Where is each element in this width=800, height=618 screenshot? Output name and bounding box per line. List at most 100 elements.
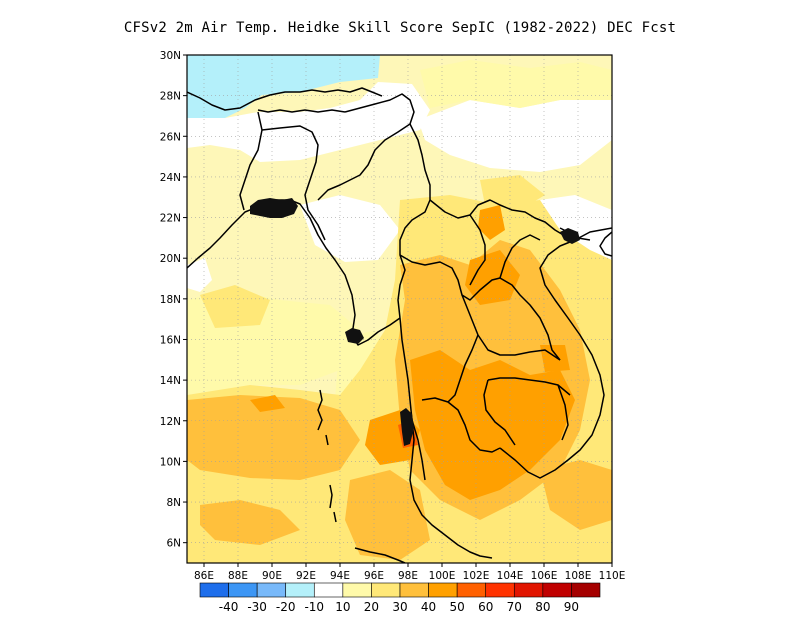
colorbar-swatch bbox=[456, 582, 487, 598]
negative-skill-region bbox=[187, 55, 380, 122]
skill-50-region bbox=[540, 345, 570, 372]
colorbar-swatch bbox=[485, 582, 515, 598]
colorbar-label: -10 bbox=[304, 600, 324, 614]
latitude-tick-label: 10N bbox=[160, 456, 181, 468]
latitude-tick-label: 26N bbox=[160, 131, 181, 143]
longitude-tick-label: 106E bbox=[531, 570, 558, 582]
longitude-tick-label: 110E bbox=[599, 570, 626, 582]
colorbar-label: 50 bbox=[450, 600, 465, 614]
latitude-tick-label: 18N bbox=[160, 294, 181, 306]
map-title: CFSv2 2m Air Temp. Heidke Skill Score Se… bbox=[123, 20, 677, 36]
border bbox=[397, 123, 431, 319]
colorbar-swatch bbox=[228, 582, 258, 598]
coastlines-borders bbox=[187, 87, 612, 563]
border bbox=[257, 109, 346, 113]
colorbar: -40 -30 -20 -10 10 20 30 40 50 60 70 80 90 bbox=[199, 582, 601, 614]
colorbar-swatch bbox=[542, 582, 572, 598]
skill-30-region bbox=[480, 175, 545, 210]
map-plot-area bbox=[187, 55, 612, 563]
skill-40-region bbox=[200, 500, 300, 545]
border bbox=[411, 419, 426, 481]
border bbox=[461, 294, 561, 361]
colorbar-swatch bbox=[313, 582, 344, 598]
colorbar-label: 10 bbox=[335, 600, 350, 614]
latitude-tick-label: 6N bbox=[166, 538, 181, 550]
border bbox=[429, 199, 576, 241]
latitude-tick-label: 22N bbox=[160, 213, 181, 225]
irrawaddy-delta bbox=[345, 328, 364, 344]
colorbar-swatch bbox=[513, 582, 544, 598]
latitude-tick-label: 24N bbox=[160, 172, 181, 184]
island bbox=[599, 231, 612, 257]
latitude-tick-label: 28N bbox=[160, 91, 181, 103]
latitude-tick-label: 8N bbox=[166, 497, 181, 509]
coastline bbox=[499, 227, 612, 479]
colorbar-label: 60 bbox=[478, 600, 493, 614]
longitude-tick-label: 88E bbox=[228, 570, 248, 582]
longitude-tick-label: 94E bbox=[330, 570, 350, 582]
coastline bbox=[187, 199, 401, 346]
border bbox=[499, 234, 541, 279]
colorbar-label: -30 bbox=[247, 600, 267, 614]
island bbox=[317, 389, 323, 431]
latitude-tick-label: 30N bbox=[160, 50, 181, 62]
coastline bbox=[399, 317, 493, 559]
latitude-tick-label: 20N bbox=[160, 253, 181, 265]
near-zero-region bbox=[187, 82, 430, 162]
colorbar-swatch bbox=[399, 582, 429, 598]
map-frame bbox=[186, 54, 613, 564]
longitude-tick-label: 96E bbox=[364, 570, 384, 582]
colorbar-swatch bbox=[342, 582, 372, 598]
colorbar-swatch bbox=[285, 582, 315, 598]
colorbar-label: 70 bbox=[507, 600, 522, 614]
longitude-tick-label: 104E bbox=[497, 570, 524, 582]
latitude-tick-label: 12N bbox=[160, 416, 181, 428]
delta-features bbox=[250, 198, 580, 446]
latitude-axis: 6N 8N 10N 12N 14N 16N 18N 20N 22N 24N 26N 28N 30N bbox=[160, 50, 187, 550]
border bbox=[557, 384, 569, 441]
colorbar-swatch bbox=[428, 582, 458, 598]
skill-30-region bbox=[200, 285, 270, 328]
latitude-tick-label: 14N bbox=[160, 375, 181, 387]
longitude-tick-label: 108E bbox=[565, 570, 592, 582]
border bbox=[399, 254, 561, 361]
colorbar-label: -20 bbox=[276, 600, 296, 614]
longitude-tick-label: 102E bbox=[463, 570, 490, 582]
colorbar-label: 20 bbox=[364, 600, 379, 614]
island bbox=[333, 511, 337, 523]
colorbar-swatch bbox=[256, 582, 287, 598]
border bbox=[317, 93, 415, 201]
ganges-delta bbox=[250, 198, 298, 218]
colorbar-label: 90 bbox=[564, 600, 579, 614]
skill-50-region bbox=[410, 350, 575, 500]
longitude-tick-label: 98E bbox=[398, 570, 418, 582]
colorbar-label: 80 bbox=[535, 600, 550, 614]
island bbox=[329, 484, 333, 509]
coastline bbox=[421, 397, 501, 453]
near-zero-region bbox=[187, 258, 212, 292]
longitude-axis: 86E 88E 90E 92E 94E 96E 98E 100E 102E 104E 106E 108… bbox=[194, 563, 625, 582]
island bbox=[325, 434, 329, 446]
colorbar-label: 40 bbox=[421, 600, 436, 614]
longitude-tick-label: 100E bbox=[429, 570, 456, 582]
longitude-tick-label: 86E bbox=[194, 570, 214, 582]
border bbox=[261, 125, 326, 241]
border bbox=[483, 379, 516, 446]
mergui-archipelago bbox=[400, 408, 414, 446]
skill-40-region bbox=[345, 470, 430, 560]
longitude-tick-label: 90E bbox=[262, 570, 282, 582]
skill-50-region bbox=[250, 395, 285, 412]
longitude-tick-label: 92E bbox=[296, 570, 316, 582]
colorbar-swatch bbox=[571, 582, 601, 598]
colorbar-swatch bbox=[199, 582, 229, 598]
border bbox=[469, 214, 486, 286]
skill-score-shading bbox=[187, 55, 612, 563]
border bbox=[187, 87, 383, 111]
skill-40-region bbox=[540, 460, 612, 530]
skill-50-region bbox=[478, 205, 505, 240]
colorbar-label: -40 bbox=[219, 600, 239, 614]
colorbar-swatch bbox=[371, 582, 401, 598]
coastline bbox=[354, 547, 406, 563]
colorbar-label: 30 bbox=[392, 600, 407, 614]
